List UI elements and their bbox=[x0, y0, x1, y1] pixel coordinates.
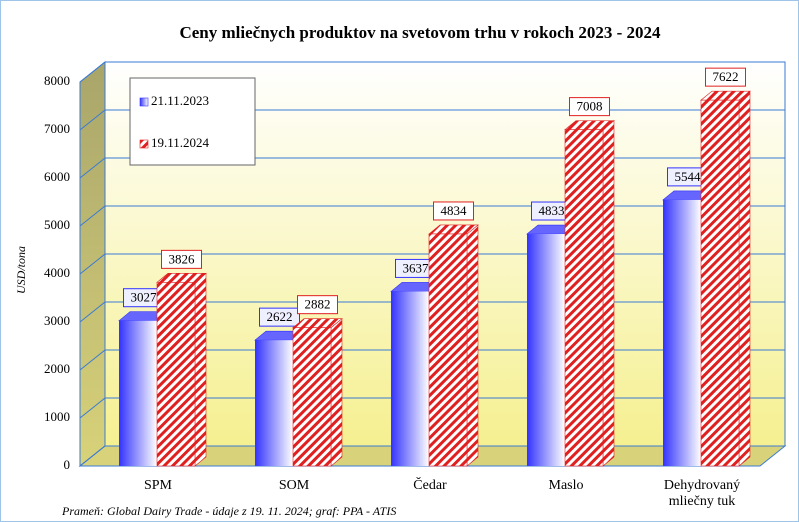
bar-side bbox=[602, 119, 615, 467]
value-label-box bbox=[297, 295, 338, 315]
value-label-box bbox=[433, 201, 474, 221]
value-label: 7622 bbox=[713, 69, 739, 84]
value-label: 3637 bbox=[403, 260, 430, 275]
chart-title: Ceny mliečnych produktov na svetovom trh… bbox=[179, 23, 661, 42]
y-tick-label: 6000 bbox=[44, 169, 70, 184]
bar bbox=[700, 99, 740, 467]
value-label-box bbox=[705, 67, 746, 87]
source-note: Prameň: Global Dairy Trade - údaje z 19.… bbox=[61, 504, 396, 518]
legend-box bbox=[129, 77, 256, 166]
legend-label: 21.11.2023 bbox=[151, 93, 209, 108]
y-tick-label: 0 bbox=[64, 457, 71, 472]
bar-side bbox=[194, 272, 207, 467]
bar bbox=[292, 327, 332, 467]
bar-side bbox=[466, 224, 479, 467]
y-tick-label: 5000 bbox=[44, 217, 70, 232]
y-tick-label: 4000 bbox=[44, 265, 70, 280]
y-tick-label: 3000 bbox=[44, 313, 70, 328]
value-label: 2882 bbox=[305, 297, 331, 312]
value-label: 3027 bbox=[131, 290, 158, 305]
value-label: 4834 bbox=[441, 203, 468, 218]
bar bbox=[119, 320, 157, 466]
bar bbox=[527, 234, 565, 466]
y-tick-label: 8000 bbox=[44, 73, 70, 88]
value-label: 3826 bbox=[169, 251, 196, 266]
bar bbox=[391, 291, 429, 466]
value-label: 7008 bbox=[577, 99, 603, 114]
value-label: 5544 bbox=[675, 169, 702, 184]
x-tick-label: Dehydrovaný mliečny tuk bbox=[663, 478, 741, 509]
legend-label: 19.11.2024 bbox=[151, 135, 210, 150]
y-tick-label: 7000 bbox=[44, 121, 70, 136]
legend-swatch bbox=[139, 139, 149, 149]
bar bbox=[156, 282, 196, 467]
x-tick-label: SPM bbox=[143, 478, 173, 493]
grid-line bbox=[79, 61, 785, 83]
x-tick-label: Čedar bbox=[413, 478, 447, 493]
x-tick-label: SOM bbox=[278, 478, 310, 493]
value-label-box bbox=[161, 249, 202, 269]
value-label-box bbox=[259, 307, 300, 327]
value-label: 2622 bbox=[267, 309, 293, 324]
y-axis-label: USD/tona bbox=[14, 246, 28, 294]
value-label: 4833 bbox=[539, 203, 565, 218]
grid-line bbox=[79, 109, 785, 131]
bar-side bbox=[738, 90, 751, 467]
bar bbox=[663, 199, 701, 466]
legend-swatch bbox=[139, 97, 149, 107]
x-tick-label: Maslo bbox=[548, 478, 584, 493]
bar bbox=[564, 129, 604, 467]
bar bbox=[428, 233, 468, 467]
y-tick-label: 1000 bbox=[44, 409, 70, 424]
value-label-box bbox=[569, 97, 610, 117]
y-tick-label: 2000 bbox=[44, 361, 70, 376]
grid-line bbox=[79, 157, 785, 179]
bar bbox=[255, 340, 293, 466]
bar-side bbox=[330, 318, 343, 467]
